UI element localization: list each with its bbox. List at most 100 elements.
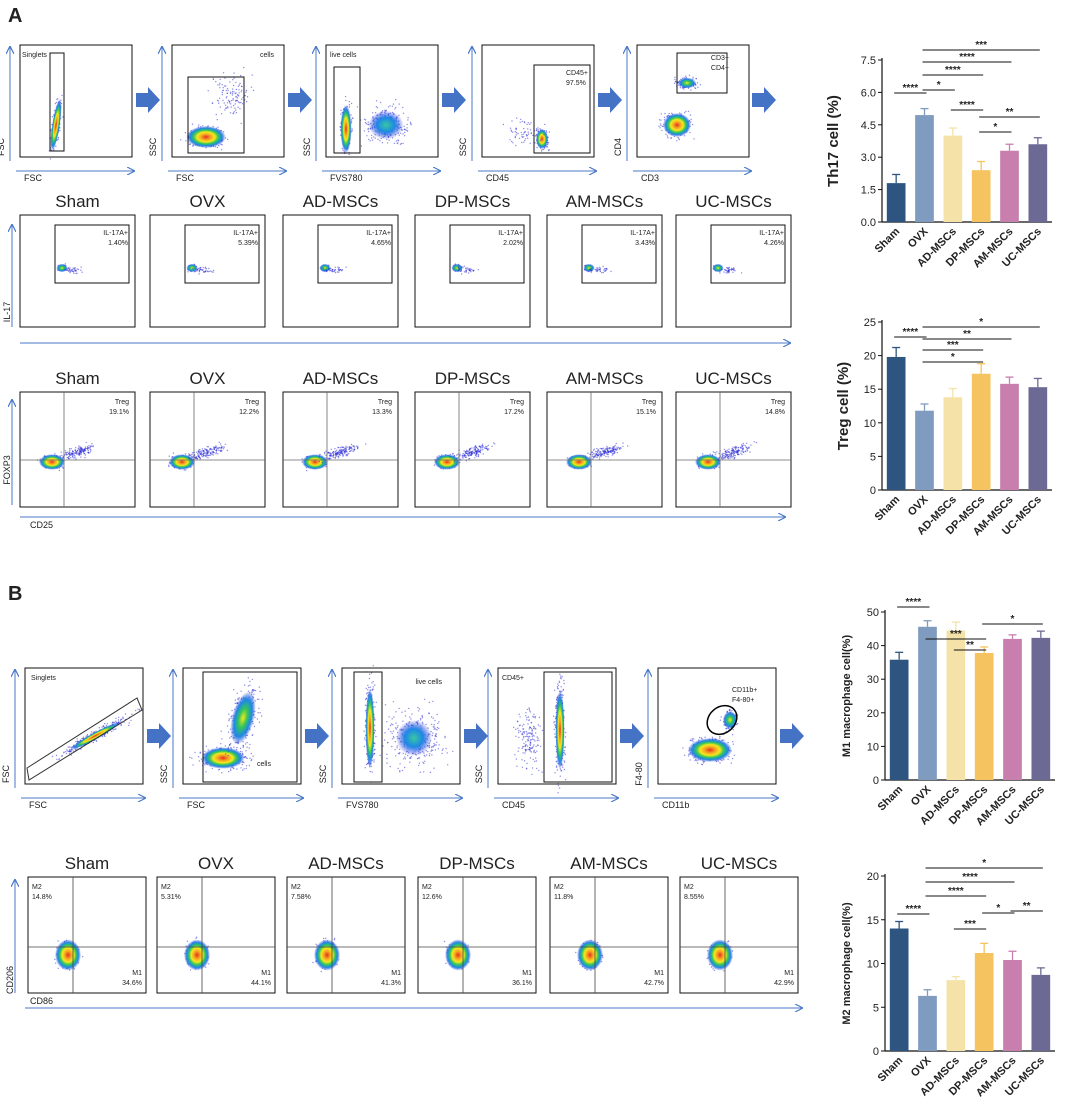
event-dot (723, 455, 726, 457)
event-dot (334, 271, 337, 274)
event-dot (85, 441, 87, 444)
event-dot (217, 84, 219, 86)
event-dot (510, 130, 513, 132)
event-dot (590, 267, 592, 270)
event-dot (479, 446, 481, 448)
event-dot (334, 457, 336, 459)
event-dot (336, 271, 339, 273)
event-dot (335, 455, 337, 458)
event-dot (742, 450, 744, 453)
event-dot (198, 273, 200, 275)
event-dot (482, 453, 484, 455)
event-dot (231, 92, 234, 95)
event-dot (180, 139, 182, 141)
event-dot (368, 138, 370, 141)
event-dot (184, 453, 187, 455)
event-dot (117, 719, 120, 721)
event-dot (343, 449, 345, 451)
event-dot (118, 716, 120, 718)
event-dot (476, 453, 478, 455)
event-dot (80, 266, 82, 268)
event-dot (57, 136, 60, 139)
event-dot (605, 267, 608, 270)
event-dot (337, 268, 340, 270)
event-dot (602, 447, 604, 449)
event-dot (86, 734, 89, 736)
event-dot (221, 84, 223, 86)
event-dot (594, 456, 596, 458)
event-dot (224, 104, 227, 106)
event-dot (324, 453, 326, 455)
event-dot (407, 117, 409, 119)
event-dot (596, 447, 598, 450)
event-dot (407, 119, 409, 121)
event-dot (198, 124, 200, 126)
event-dot (543, 134, 545, 136)
event-dot (226, 96, 228, 98)
event-dot (230, 103, 232, 105)
event-dot (80, 452, 82, 454)
event-dot (332, 456, 335, 459)
event-dot (674, 76, 676, 79)
event-dot (723, 456, 725, 459)
event-dot (202, 269, 204, 271)
event-dot (221, 91, 223, 94)
event-dot (737, 452, 739, 455)
event-dot (115, 717, 117, 719)
event-dot (240, 122, 242, 125)
event-dot (84, 446, 87, 448)
event-dot (233, 111, 235, 113)
event-dot (238, 84, 240, 86)
event-dot (73, 272, 75, 274)
event-dot (62, 116, 64, 118)
event-dot (338, 270, 340, 272)
event-dot (463, 265, 465, 267)
density-core (712, 263, 724, 273)
event-dot (101, 726, 103, 728)
event-dot (81, 737, 83, 740)
event-dot (399, 143, 402, 145)
event-dot (392, 103, 395, 105)
event-dot (237, 101, 240, 103)
event-dot (746, 450, 749, 452)
event-dot (719, 272, 721, 274)
event-dot (735, 446, 737, 448)
event-dot (73, 267, 76, 269)
event-dot (486, 446, 488, 448)
event-dot (76, 450, 79, 452)
event-dot (135, 709, 137, 712)
event-dot (728, 268, 730, 270)
event-dot (530, 132, 532, 135)
event-dot (229, 81, 231, 83)
event-dot (589, 268, 591, 271)
event-dot (351, 449, 353, 451)
event-dot (235, 109, 237, 111)
event-dot (65, 751, 67, 753)
event-dot (84, 457, 86, 459)
event-dot (486, 448, 488, 450)
event-dot (402, 106, 404, 109)
event-dot (73, 454, 75, 456)
event-dot (318, 460, 320, 463)
event-dot (605, 269, 607, 271)
event-dot (395, 106, 397, 109)
event-dot (465, 456, 467, 459)
event-dot (345, 450, 347, 453)
event-dot (475, 446, 478, 448)
event-dot (687, 110, 690, 113)
event-dot (477, 451, 480, 453)
event-dot (205, 268, 208, 270)
event-dot (725, 450, 727, 453)
event-dot (482, 445, 484, 447)
event-dot (518, 137, 521, 140)
event-dot (366, 135, 368, 137)
event-dot (398, 103, 400, 105)
event-dot (242, 96, 244, 99)
event-dot (87, 449, 89, 452)
event-dot (82, 736, 85, 738)
event-dot (477, 453, 480, 456)
event-dot (201, 451, 203, 453)
event-dot (231, 88, 234, 90)
event-dot (372, 112, 374, 114)
event-dot (373, 136, 375, 138)
